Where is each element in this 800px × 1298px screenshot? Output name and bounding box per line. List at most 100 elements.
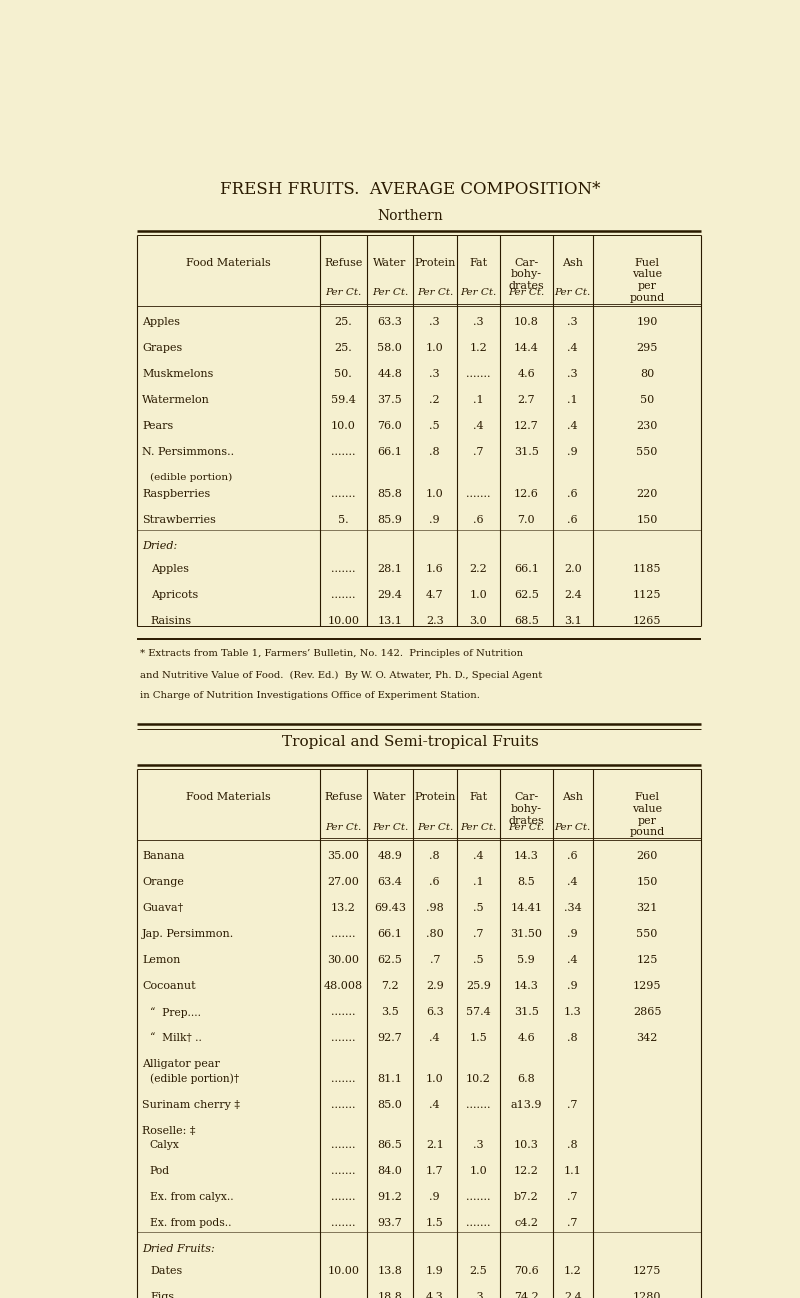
Text: 29.4: 29.4: [378, 589, 402, 600]
Text: .7: .7: [567, 1218, 578, 1228]
Text: 13.8: 13.8: [378, 1266, 402, 1276]
Text: 1.6: 1.6: [426, 563, 444, 574]
Text: Per Ct.: Per Ct.: [417, 823, 453, 832]
Text: 1.1: 1.1: [564, 1166, 582, 1176]
Text: FRESH FRUITS.  AVERAGE COMPOSITION*: FRESH FRUITS. AVERAGE COMPOSITION*: [220, 180, 600, 197]
Text: .4: .4: [430, 1099, 440, 1110]
Text: Fat: Fat: [469, 792, 487, 802]
Text: 1185: 1185: [633, 563, 662, 574]
Text: 2.2: 2.2: [470, 563, 487, 574]
Text: .......: .......: [331, 1140, 355, 1150]
Text: 14.41: 14.41: [510, 903, 542, 914]
Text: .7: .7: [567, 1099, 578, 1110]
Text: 57.4: 57.4: [466, 1007, 490, 1018]
Text: .7: .7: [473, 929, 483, 940]
Text: .......: .......: [331, 589, 355, 600]
Text: 44.8: 44.8: [378, 369, 402, 379]
Text: Figs: Figs: [151, 1292, 175, 1298]
Text: Per Ct.: Per Ct.: [372, 288, 408, 297]
Text: Food Materials: Food Materials: [186, 258, 271, 267]
Text: 295: 295: [637, 343, 658, 353]
Text: Dried:: Dried:: [142, 541, 178, 552]
Text: 3.1: 3.1: [564, 615, 582, 626]
Text: 25.9: 25.9: [466, 981, 490, 992]
Text: 550: 550: [637, 447, 658, 457]
Text: 37.5: 37.5: [378, 395, 402, 405]
Text: .3: .3: [473, 317, 483, 327]
Text: Ash: Ash: [562, 258, 583, 267]
Text: 74.2: 74.2: [514, 1292, 538, 1298]
Text: 10.8: 10.8: [514, 317, 538, 327]
Text: 62.5: 62.5: [378, 955, 402, 966]
Text: Fat: Fat: [469, 258, 487, 267]
Text: .......: .......: [331, 1292, 355, 1298]
Text: .3: .3: [430, 369, 440, 379]
Text: 150: 150: [637, 877, 658, 888]
Text: .4: .4: [567, 877, 578, 888]
Text: 66.1: 66.1: [378, 929, 402, 940]
Text: 10.00: 10.00: [327, 1266, 359, 1276]
Text: Dates: Dates: [151, 1266, 183, 1276]
Text: 27.00: 27.00: [327, 877, 359, 888]
Text: 4.7: 4.7: [426, 589, 444, 600]
Text: 5.: 5.: [338, 515, 349, 526]
Text: Ex. from pods..: Ex. from pods..: [150, 1218, 231, 1228]
Text: 62.5: 62.5: [514, 589, 538, 600]
Text: 1.0: 1.0: [470, 1166, 487, 1176]
Text: 1125: 1125: [633, 589, 662, 600]
Text: .7: .7: [473, 447, 483, 457]
Text: 150: 150: [637, 515, 658, 526]
Text: 48.9: 48.9: [378, 851, 402, 862]
Text: 58.0: 58.0: [378, 343, 402, 353]
Text: .7: .7: [430, 955, 440, 966]
Text: .9: .9: [567, 981, 578, 992]
Text: 2865: 2865: [633, 1007, 662, 1018]
Text: Pears: Pears: [142, 421, 174, 431]
Text: 1.5: 1.5: [426, 1218, 444, 1228]
Text: 190: 190: [637, 317, 658, 327]
Text: .......: .......: [331, 1033, 355, 1044]
Text: (edible portion)†: (edible portion)†: [150, 1073, 238, 1084]
Text: 25.: 25.: [334, 317, 352, 327]
Text: 1275: 1275: [633, 1266, 662, 1276]
Text: (edible portion): (edible portion): [150, 472, 232, 482]
Text: .3: .3: [567, 369, 578, 379]
Text: .......: .......: [331, 1099, 355, 1110]
Text: .......: .......: [331, 1218, 355, 1228]
Text: Food Materials: Food Materials: [186, 792, 271, 802]
Text: Lemon: Lemon: [142, 955, 181, 966]
Text: .......: .......: [331, 1166, 355, 1176]
Text: .80: .80: [426, 929, 444, 940]
Text: .3: .3: [473, 1140, 483, 1150]
Text: .9: .9: [567, 447, 578, 457]
Text: 85.9: 85.9: [378, 515, 402, 526]
Text: .4: .4: [567, 343, 578, 353]
Text: Fuel
value
per
pound: Fuel value per pound: [630, 258, 665, 302]
Text: .5: .5: [473, 955, 483, 966]
Text: Protein: Protein: [414, 258, 455, 267]
Text: 4.3: 4.3: [426, 1292, 444, 1298]
Text: .5: .5: [473, 903, 483, 914]
Text: 1280: 1280: [633, 1292, 662, 1298]
Text: .4: .4: [567, 421, 578, 431]
Text: 550: 550: [637, 929, 658, 940]
Text: Cocoanut: Cocoanut: [142, 981, 196, 992]
Text: .6: .6: [567, 489, 578, 500]
Text: .......: .......: [331, 563, 355, 574]
Text: Muskmelons: Muskmelons: [142, 369, 214, 379]
Text: 4.6: 4.6: [518, 1033, 535, 1044]
Text: 7.2: 7.2: [381, 981, 398, 992]
Text: .3: .3: [430, 317, 440, 327]
Text: .3: .3: [567, 317, 578, 327]
Text: 12.7: 12.7: [514, 421, 538, 431]
Text: Strawberries: Strawberries: [142, 515, 216, 526]
Text: 1.5: 1.5: [470, 1033, 487, 1044]
Text: Apples: Apples: [142, 317, 180, 327]
Text: .4: .4: [430, 1033, 440, 1044]
Text: 63.3: 63.3: [378, 317, 402, 327]
Text: .8: .8: [430, 447, 440, 457]
Text: Per Ct.: Per Ct.: [460, 823, 496, 832]
Text: .98: .98: [426, 903, 444, 914]
Text: 85.0: 85.0: [378, 1099, 402, 1110]
Text: .9: .9: [567, 929, 578, 940]
